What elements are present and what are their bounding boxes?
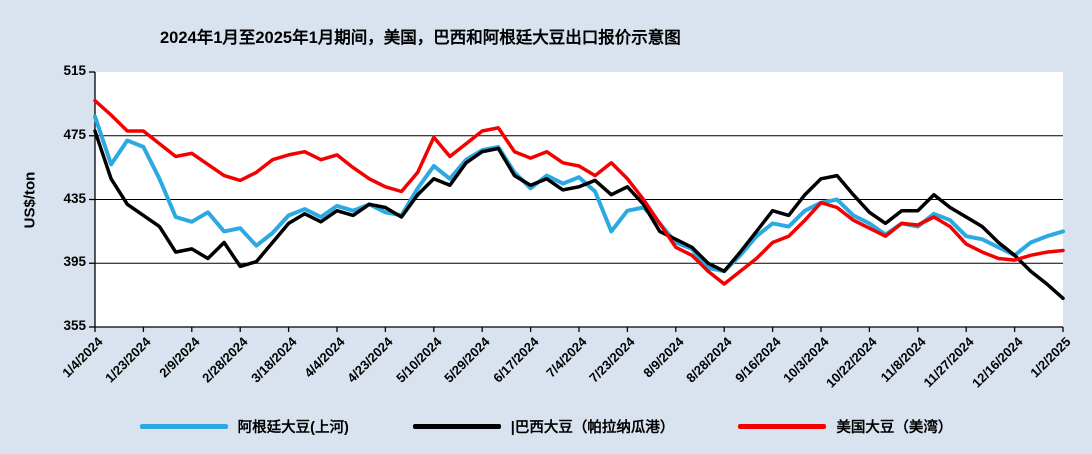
legend: 阿根廷大豆(上河) |巴西大豆（帕拉纳瓜港） 美国大豆（美湾） [0, 416, 1092, 437]
usa-line-swatch-icon [738, 424, 827, 429]
legend-item-usa: 美国大豆（美湾） [738, 416, 952, 437]
brazil-line-swatch-icon [412, 424, 501, 429]
legend-item-brazil: |巴西大豆（帕拉纳瓜港） [412, 416, 675, 437]
argentina-line-swatch-icon [139, 424, 228, 429]
legend-label: 阿根廷大豆(上河) [237, 420, 349, 436]
chart-title: 2024年1月至2025年1月期间，美国，巴西和阿根廷大豆出口报价示意图 [160, 29, 681, 47]
legend-label: 美国大豆（美湾） [836, 420, 953, 436]
legend-item-argentina: 阿根廷大豆(上河) [139, 416, 349, 437]
legend-label: |巴西大豆（帕拉纳瓜港） [510, 420, 675, 436]
